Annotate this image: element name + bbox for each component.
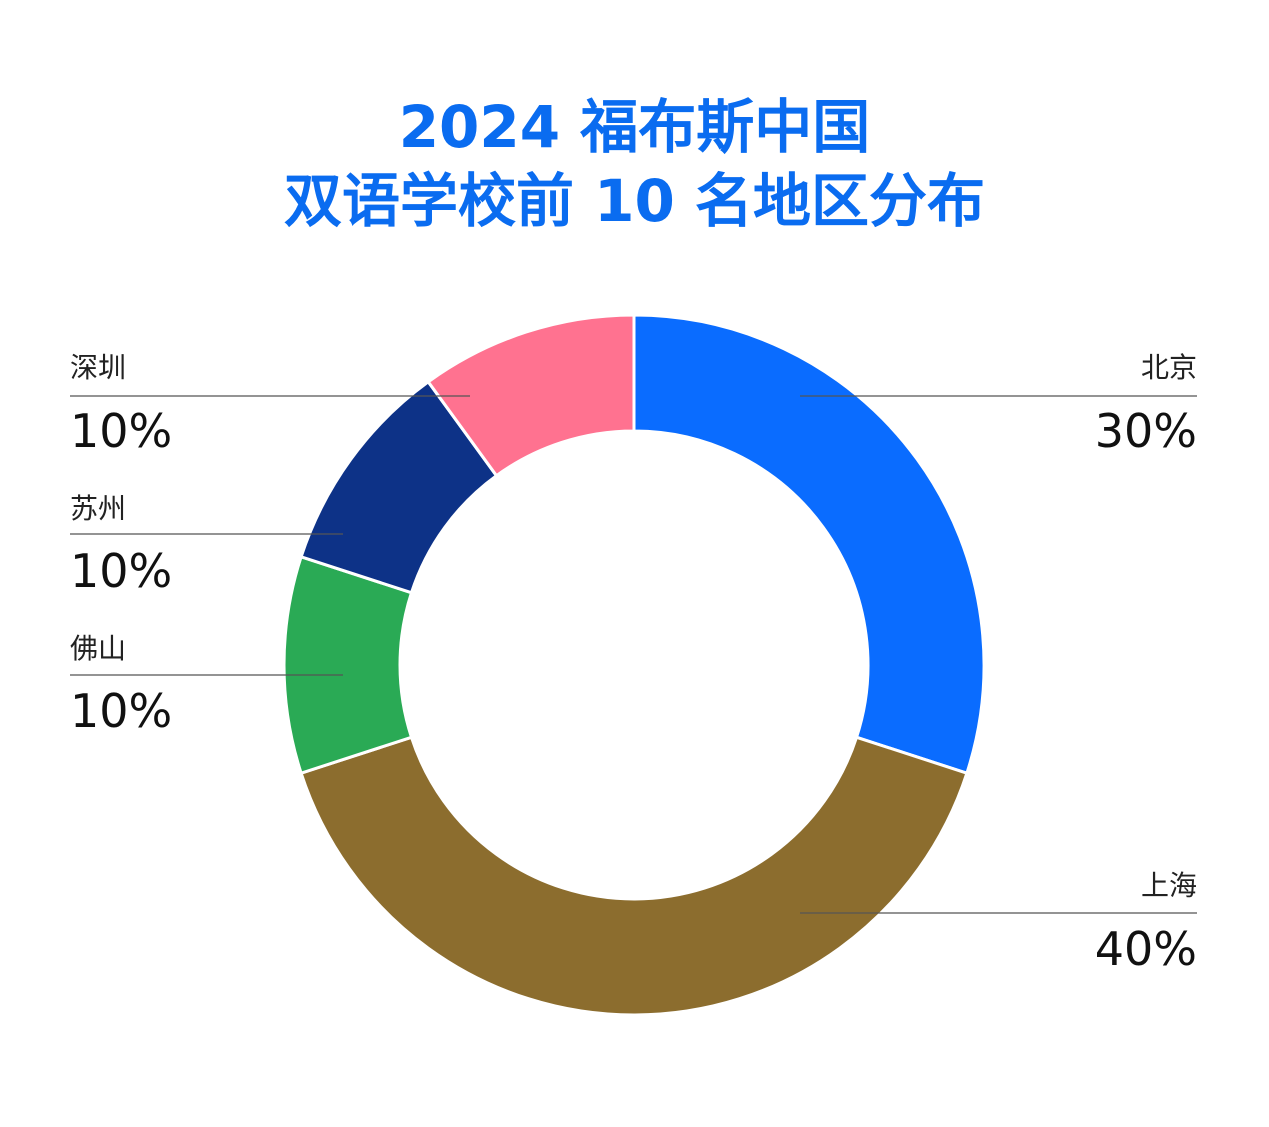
label-value-shenzhen: 10% xyxy=(70,404,173,458)
label-value-foshan: 10% xyxy=(70,684,173,738)
label-value-beijing: 30% xyxy=(1094,404,1197,458)
label-value-shanghai: 40% xyxy=(1094,922,1197,976)
label-name-beijing: 北京 xyxy=(1140,351,1197,384)
label-name-foshan: 佛山 xyxy=(70,632,127,665)
slice-foshan xyxy=(282,554,414,776)
label-name-suzhou: 苏州 xyxy=(70,492,127,525)
slice-shenzhen xyxy=(426,313,636,478)
donut-slices xyxy=(282,313,986,1017)
slice-shanghai xyxy=(299,735,969,1017)
chart-title-line-1: 2024 福布斯中国 xyxy=(398,93,871,161)
label-value-suzhou: 10% xyxy=(70,544,173,598)
label-name-shanghai: 上海 xyxy=(1140,869,1197,902)
slice-beijing xyxy=(632,313,986,776)
chart-title-line-2: 双语学校前 10 名地区分布 xyxy=(283,167,986,235)
leader-lines xyxy=(70,395,1197,914)
label-name-shenzhen: 深圳 xyxy=(70,351,127,384)
